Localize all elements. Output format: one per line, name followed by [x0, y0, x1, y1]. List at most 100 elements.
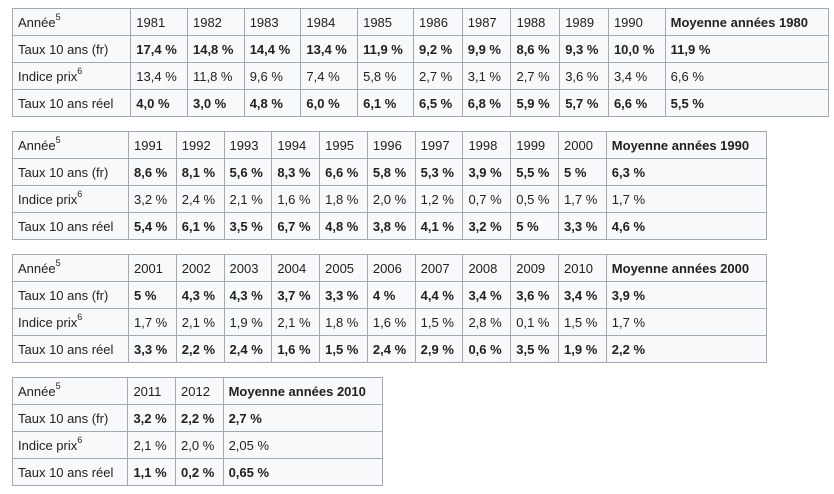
- value-cell: 1,6 %: [366, 308, 416, 336]
- average-header: Moyenne années 1990: [605, 131, 768, 159]
- value-cell: 1,5 %: [558, 308, 607, 336]
- value-cell: 4,8 %: [319, 212, 368, 240]
- value-cell: 1,5 %: [319, 335, 368, 363]
- value-cell: 6,8 %: [461, 89, 512, 117]
- row-label: Indice prix6: [12, 185, 129, 213]
- value-cell: 14,8 %: [186, 35, 245, 63]
- year-header: 2010: [558, 254, 607, 282]
- data-row: Taux 10 ans (fr) 8,6 % 8,1 % 5,6 % 8,3 % 6,6 …: [12, 158, 768, 186]
- value-cell: 6,0 %: [300, 89, 359, 117]
- data-row: Taux 10 ans (fr) 17,4 % 14,8 % 14,4 % 13,4 %…: [11, 35, 830, 63]
- row-label: Taux 10 ans réel: [12, 212, 129, 240]
- data-row: Taux 10 ans réel 3,3 % 2,2 % 2,4 % 1,6 % 1,5 …: [12, 335, 768, 363]
- value-cell: 7,4 %: [300, 62, 359, 90]
- value-cell: 3,2 %: [462, 212, 512, 240]
- header-row: Année5 1981 1982 1983 1984 1985 1986 1987 1988 19…: [11, 8, 830, 36]
- value-cell: 5,9 %: [510, 89, 561, 117]
- value-cell: 2,4 %: [175, 185, 225, 213]
- value-cell: 1,7 %: [605, 185, 768, 213]
- header-row: Année5 2001 2002 2003 2004 2005 2006 2007 2008 20…: [12, 254, 768, 282]
- label-text: Taux 10 ans (fr): [18, 410, 109, 426]
- value-cell: 5,7 %: [559, 89, 609, 117]
- data-table: Année5 2011 2012 Moyenne années 2010 Taux 10…: [11, 377, 384, 486]
- year-header: 1981: [130, 8, 188, 36]
- footnote-ref: 6: [77, 311, 83, 322]
- value-cell: 3,5 %: [223, 212, 273, 240]
- value-cell: 6,6 %: [607, 89, 666, 117]
- row-label: Indice prix6: [12, 308, 129, 336]
- year-header: 1998: [462, 131, 512, 159]
- value-cell: 1,1 %: [127, 458, 177, 486]
- value-cell: 5,6 %: [223, 158, 273, 186]
- row-label: Taux 10 ans réel: [12, 335, 129, 363]
- row-label: Taux 10 ans réel: [11, 89, 132, 117]
- value-cell: 2,1 %: [127, 431, 177, 459]
- value-cell: 1,9 %: [223, 308, 273, 336]
- value-cell: 2,2 %: [175, 335, 225, 363]
- value-cell: 2,0 %: [366, 185, 416, 213]
- year-header: 1985: [357, 8, 414, 36]
- year-header: 1982: [186, 8, 245, 36]
- value-cell: 6,1 %: [175, 212, 225, 240]
- year-header: 1990: [607, 8, 666, 36]
- value-cell: 8,6 %: [127, 158, 177, 186]
- value-cell: 10,0 %: [607, 35, 666, 63]
- year-header: 1986: [413, 8, 463, 36]
- value-cell: 1,7 %: [605, 308, 768, 336]
- footnote-ref: 6: [77, 434, 83, 445]
- year-header: 2003: [223, 254, 273, 282]
- value-cell: 2,1 %: [271, 308, 321, 336]
- year-header: 1984: [300, 8, 359, 36]
- table-body: Année5 1991 1992 1993 1994 1995 1996 1997 1998 19…: [12, 131, 768, 240]
- label-text: Taux 10 ans réel: [18, 218, 114, 234]
- value-cell: 14,4 %: [243, 35, 302, 63]
- label-text: Taux 10 ans (fr): [18, 287, 109, 303]
- value-cell: 3,2 %: [127, 404, 177, 432]
- row-label: Taux 10 ans (fr): [12, 158, 129, 186]
- value-cell: 5 %: [510, 212, 560, 240]
- label-text: Indice prix: [18, 314, 78, 330]
- value-cell: 3,9 %: [462, 158, 512, 186]
- year-header: 1983: [243, 8, 302, 36]
- value-cell: 2,9 %: [414, 335, 464, 363]
- value-cell: 2,4 %: [223, 335, 273, 363]
- value-cell: 11,8 %: [186, 62, 245, 90]
- value-cell: 8,1 %: [175, 158, 225, 186]
- value-cell: 2,1 %: [175, 308, 225, 336]
- footnote-ref: 5: [55, 380, 61, 391]
- value-cell: 4,1 %: [414, 212, 464, 240]
- year-header: 1991: [127, 131, 177, 159]
- value-cell: 1,5 %: [414, 308, 464, 336]
- value-cell: 6,5 %: [413, 89, 463, 117]
- average-header: Moyenne années 1980: [664, 8, 830, 36]
- value-cell: 3,3 %: [319, 281, 368, 309]
- value-cell: 2,7 %: [222, 404, 384, 432]
- row-label: Taux 10 ans (fr): [11, 35, 132, 63]
- header-row: Année5 2011 2012 Moyenne années 2010: [11, 377, 384, 405]
- data-row: Taux 10 ans (fr) 3,2 % 2,2 % 2,7 %: [11, 404, 384, 432]
- label-text: Indice prix: [18, 68, 78, 84]
- data-row: Taux 10 ans réel 1,1 % 0,2 % 0,65 %: [11, 458, 384, 486]
- year-header: 2000: [558, 131, 607, 159]
- row-label: Année5: [11, 377, 129, 405]
- label-text: Taux 10 ans réel: [18, 341, 114, 357]
- value-cell: 3,5 %: [510, 335, 560, 363]
- value-cell: 4,6 %: [605, 212, 768, 240]
- value-cell: 11,9 %: [664, 35, 830, 63]
- value-cell: 4,3 %: [175, 281, 225, 309]
- value-cell: 5 %: [558, 158, 607, 186]
- value-cell: 1,6 %: [271, 335, 321, 363]
- year-header: 1995: [319, 131, 368, 159]
- value-cell: 3,6 %: [510, 281, 560, 309]
- label-text: Indice prix: [18, 437, 78, 453]
- year-header: 1993: [223, 131, 273, 159]
- value-cell: 9,6 %: [243, 62, 302, 90]
- year-header: 2005: [319, 254, 368, 282]
- label-text: Indice prix: [18, 191, 78, 207]
- value-cell: 6,1 %: [357, 89, 414, 117]
- label-text: Année: [18, 260, 56, 276]
- value-cell: 8,3 %: [271, 158, 321, 186]
- value-cell: 4 %: [366, 281, 416, 309]
- label-text: Taux 10 ans réel: [18, 464, 114, 480]
